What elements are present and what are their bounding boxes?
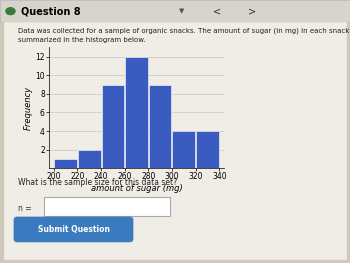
Bar <box>173 131 195 168</box>
Bar <box>54 159 77 168</box>
Text: ▼: ▼ <box>179 8 185 14</box>
Text: What is the sample size for this data set?: What is the sample size for this data se… <box>18 178 177 186</box>
Text: >: > <box>248 6 256 16</box>
Bar <box>125 57 148 168</box>
Circle shape <box>6 8 15 15</box>
Bar <box>102 85 124 168</box>
Bar <box>78 150 100 168</box>
Bar <box>196 131 219 168</box>
Bar <box>149 85 172 168</box>
Text: Submit Question: Submit Question <box>37 225 110 234</box>
Y-axis label: Frequency: Frequency <box>23 86 33 130</box>
Text: Question 8: Question 8 <box>21 6 80 16</box>
Text: n =: n = <box>18 204 31 213</box>
Text: summarized in the histogram below.: summarized in the histogram below. <box>18 37 145 43</box>
FancyBboxPatch shape <box>14 217 133 242</box>
Text: <: < <box>213 6 221 16</box>
X-axis label: amount of sugar (mg): amount of sugar (mg) <box>91 184 182 193</box>
FancyBboxPatch shape <box>44 197 170 216</box>
FancyBboxPatch shape <box>4 22 346 260</box>
FancyBboxPatch shape <box>0 0 350 22</box>
Text: Data was collected for a sample of organic snacks. The amount of sugar (in mg) i: Data was collected for a sample of organ… <box>18 28 350 34</box>
